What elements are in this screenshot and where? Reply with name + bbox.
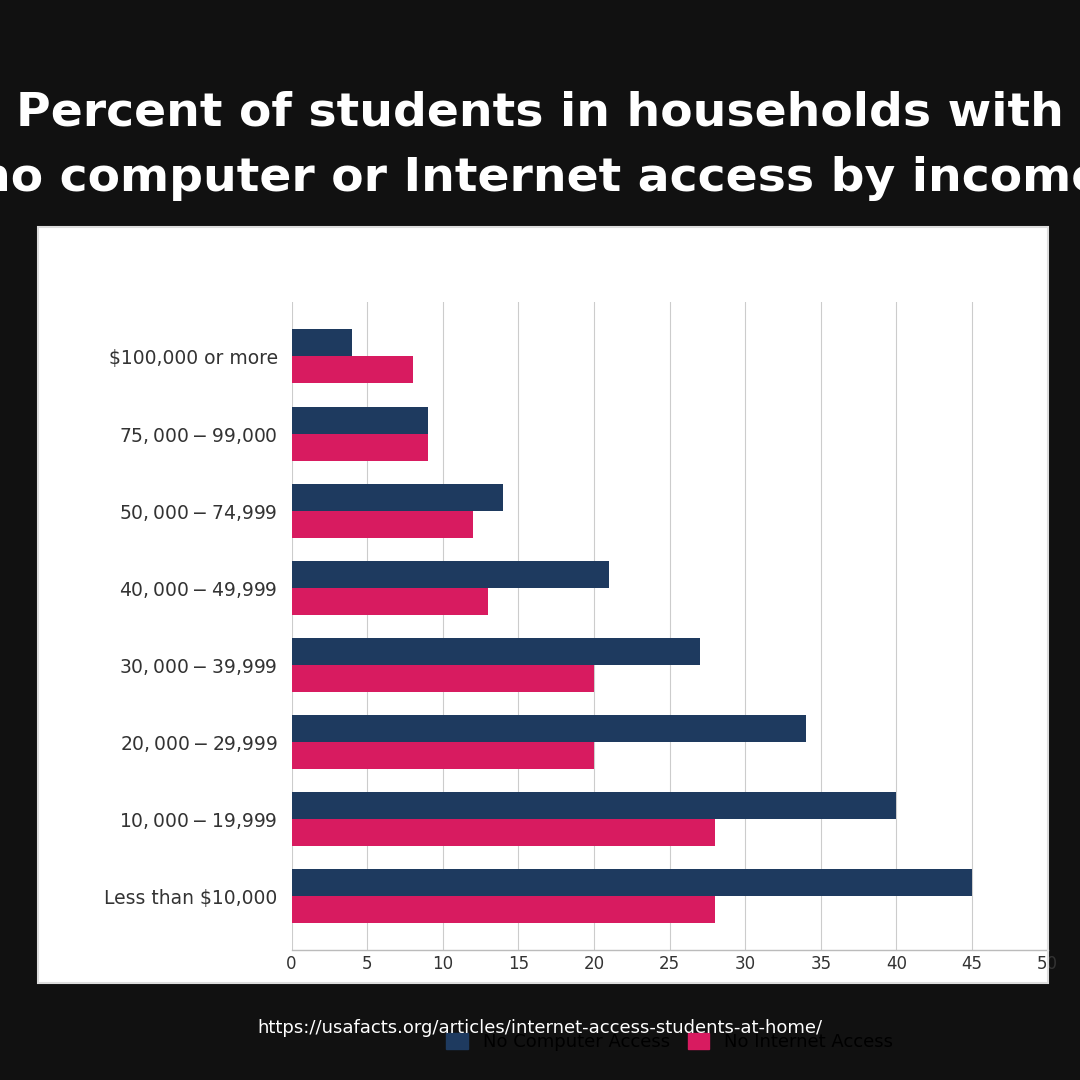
Bar <box>292 511 473 538</box>
Bar <box>292 356 413 383</box>
Text: no computer or Internet access by income: no computer or Internet access by income <box>0 156 1080 201</box>
Bar <box>292 793 896 820</box>
Bar <box>292 742 594 769</box>
Bar <box>292 820 715 847</box>
Bar <box>292 638 700 665</box>
Text: https://usafacts.org/articles/internet-access-students-at-home/: https://usafacts.org/articles/internet-a… <box>257 1020 823 1037</box>
Bar <box>292 561 609 588</box>
Bar <box>292 484 503 511</box>
Legend: No Computer Access, No Internet Access: No Computer Access, No Internet Access <box>440 1025 900 1058</box>
Text: Percent of students in households with: Percent of students in households with <box>16 91 1064 136</box>
Bar <box>292 406 428 433</box>
Bar <box>292 665 594 692</box>
Bar <box>292 715 806 742</box>
Bar <box>292 329 352 356</box>
Bar <box>292 433 428 460</box>
Bar <box>292 588 488 615</box>
Bar <box>292 869 972 896</box>
Bar <box>292 896 715 923</box>
